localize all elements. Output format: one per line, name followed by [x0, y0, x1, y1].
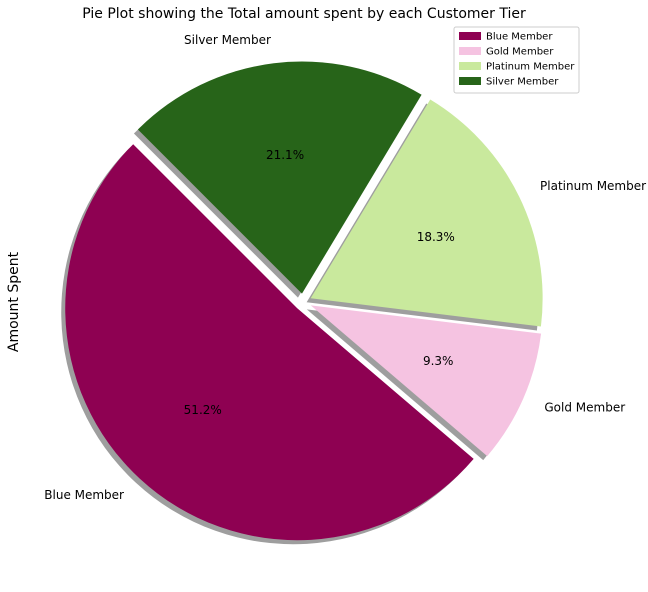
percent-label-silver-member: 21.1%	[266, 148, 304, 162]
legend-swatch-blue-member	[459, 32, 481, 40]
percent-label-platinum-member: 18.3%	[417, 230, 455, 244]
percent-label-gold-member: 9.3%	[423, 354, 454, 368]
slice-label-gold-member: Gold Member	[544, 401, 625, 415]
legend-entry-platinum-member: Platinum Member	[486, 62, 575, 73]
slice-platinum-member	[310, 99, 543, 327]
legend-entry-gold-member: Gold Member	[486, 47, 554, 58]
slice-label-blue-member: Blue Member	[44, 488, 124, 502]
slice-silver-member	[137, 61, 422, 294]
legend: Blue Member Gold Member Platinum Member Sil…	[453, 26, 580, 94]
legend-entry-blue-member: Blue Member	[486, 32, 553, 43]
slice-label-silver-member: Silver Member	[184, 33, 271, 47]
y-axis-label: Amount Spent	[6, 251, 22, 352]
slice-gold-member	[310, 305, 542, 457]
legend-entry-silver-member: Silver Member	[486, 77, 559, 88]
legend-swatch-platinum-member	[459, 62, 481, 70]
pie-slices	[65, 61, 543, 541]
percent-label-blue-member: 51.2%	[184, 403, 222, 417]
legend-swatch-silver-member	[459, 77, 481, 85]
slice-label-platinum-member: Platinum Member	[540, 179, 646, 193]
chart-title: Pie Plot showing the Total amount spent …	[82, 6, 526, 22]
legend-frame	[453, 26, 580, 94]
legend-swatch-gold-member	[459, 47, 481, 55]
slice-blue-member	[65, 144, 474, 541]
slice-labels: Blue Member 51.2% Gold Member 9.3% Platinum …	[44, 33, 646, 502]
